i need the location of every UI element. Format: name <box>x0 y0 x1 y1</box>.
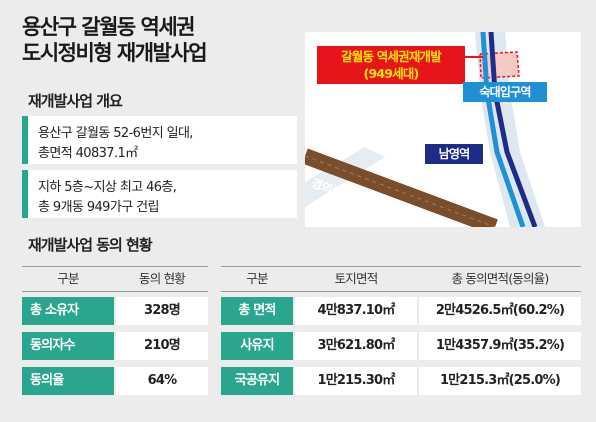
site-pointer-line <box>465 56 483 58</box>
overview-box-location: 용산구 갈월동 52-6번지 일대, 총면적 40837.1㎡ <box>22 116 297 164</box>
site-label: 갈월동 역세권재개발 (949세대) <box>317 46 465 84</box>
title-line-2: 도시정비형 재개발사업 <box>22 41 208 66</box>
left-header-category: 구분 <box>57 271 79 286</box>
location-map: 갈월동 역세권재개발 (949세대) 숙대입구역 남영역 경의중앙선 효창공원역 <box>305 32 581 227</box>
left-row-label-consenters: 동의자수 <box>22 332 114 360</box>
right-header-land-area: 토지면적 <box>334 271 379 286</box>
title-line-1: 용산구 갈월동 역세권 <box>22 15 196 39</box>
right-row-land-private: 3만621.80㎡ <box>295 332 417 360</box>
site-area-marker <box>479 51 520 79</box>
site-label-name: 갈월동 역세권재개발 <box>341 49 442 64</box>
overview-area-line: 총면적 40837.1㎡ <box>38 146 138 162</box>
station-label-namyeong: 남영역 <box>425 144 483 164</box>
left-row-label-owners: 총 소유자 <box>22 297 114 325</box>
line-4-track <box>480 32 526 227</box>
right-table-header-rule <box>221 291 581 292</box>
page-title: 용산구 갈월동 역세권 도시정비형 재개발사업 <box>22 14 208 67</box>
right-header-category: 구분 <box>246 271 268 286</box>
overview-floors-line: 지하 5층~지상 최고 46층, <box>38 180 177 195</box>
map-graphic <box>305 32 545 227</box>
consent-heading: 재개발사업 동의 현황 <box>28 236 153 254</box>
gyeongui-line-ties <box>305 155 496 227</box>
right-row-agreed-private: 1만4357.9㎡(35.2%) <box>419 332 581 360</box>
site-label-units: (949세대) <box>363 66 420 81</box>
line-1-track <box>488 32 538 227</box>
right-row-land-total: 4만837.10㎡ <box>295 297 417 325</box>
left-row-label-rate: 동의율 <box>22 367 114 395</box>
station-label-sookmyung: 숙대입구역 <box>463 82 547 102</box>
right-row-agreed-public: 1만215.3㎡(25.0%) <box>419 367 581 395</box>
left-row-value-consenters: 210명 <box>116 332 208 360</box>
right-row-agreed-total: 2만4526.5㎡(60.2%) <box>419 297 581 325</box>
left-row-value-owners: 328명 <box>116 297 208 325</box>
right-header-agreed-area: 총 동의면적(동의율) <box>451 271 550 286</box>
right-row-label-private: 사유지 <box>221 332 293 360</box>
left-row-value-rate: 64% <box>116 367 208 395</box>
overview-heading: 재개발사업 개요 <box>28 92 123 110</box>
left-table-top-rule <box>22 266 208 267</box>
left-header-status: 동의 현황 <box>139 271 186 286</box>
overview-location-line: 용산구 갈월동 52-6번지 일대, <box>38 126 193 141</box>
right-row-land-public: 1만215.30㎡ <box>295 367 417 395</box>
left-table-header-rule <box>22 291 208 292</box>
overview-box-building: 지하 5층~지상 최고 46층, 총 9개동 949가구 건립 <box>22 170 297 218</box>
overview-units-line: 총 9개동 949가구 건립 <box>38 200 159 216</box>
right-row-label-public: 국공유지 <box>221 367 293 395</box>
right-table-top-rule <box>221 266 581 267</box>
right-row-label-total: 총 면적 <box>221 297 293 325</box>
